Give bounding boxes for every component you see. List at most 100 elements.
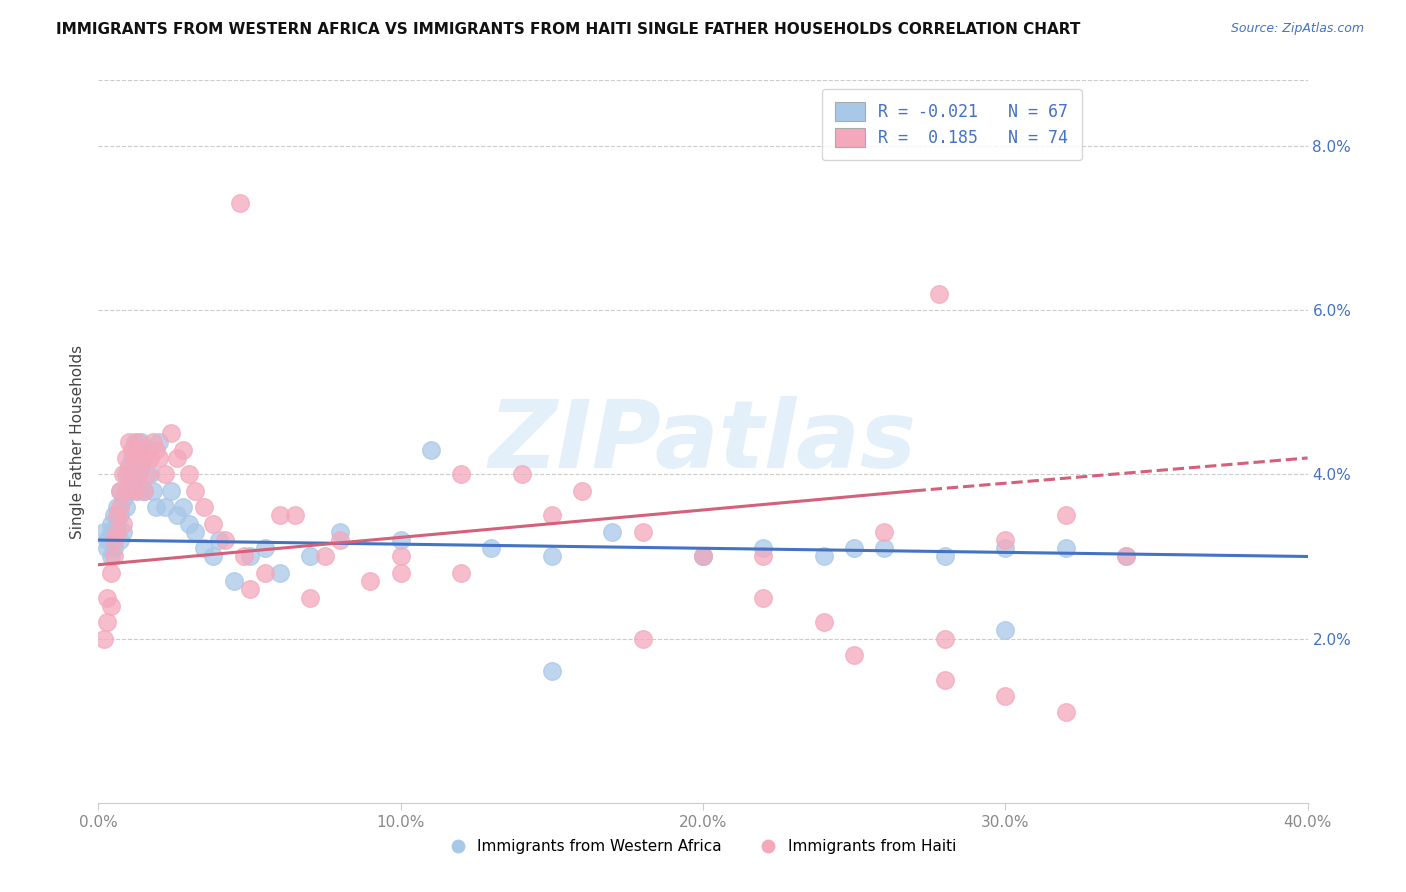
Point xyxy=(752,541,775,556)
Point xyxy=(389,566,412,580)
Point xyxy=(118,459,141,474)
Point xyxy=(96,615,118,630)
Point xyxy=(284,508,307,523)
Point xyxy=(118,483,141,498)
Point xyxy=(111,491,134,506)
Point xyxy=(314,549,336,564)
Point xyxy=(132,483,155,498)
Point xyxy=(96,533,118,547)
Point xyxy=(253,541,276,556)
Point xyxy=(253,566,276,580)
Point xyxy=(148,434,170,449)
Point xyxy=(135,442,157,457)
Point xyxy=(124,483,146,498)
Point xyxy=(229,196,252,211)
Point xyxy=(389,533,412,547)
Point xyxy=(481,541,503,556)
Point xyxy=(420,442,443,457)
Legend: Immigrants from Western Africa, Immigrants from Haiti: Immigrants from Western Africa, Immigran… xyxy=(444,833,962,860)
Point xyxy=(994,624,1017,638)
Point xyxy=(103,533,125,547)
Point xyxy=(127,434,149,449)
Point xyxy=(179,516,201,531)
Point xyxy=(813,549,835,564)
Point xyxy=(105,508,128,523)
Point xyxy=(132,450,155,465)
Point xyxy=(139,450,162,465)
Point xyxy=(184,483,207,498)
Point xyxy=(193,500,215,515)
Point xyxy=(103,549,125,564)
Point xyxy=(752,549,775,564)
Point xyxy=(208,533,231,547)
Point xyxy=(105,516,128,531)
Point xyxy=(121,450,143,465)
Point xyxy=(928,286,950,301)
Point xyxy=(129,442,152,457)
Point xyxy=(93,524,115,539)
Point xyxy=(450,467,472,482)
Point xyxy=(172,442,194,457)
Point xyxy=(145,500,167,515)
Point xyxy=(752,591,775,605)
Point xyxy=(108,483,131,498)
Point xyxy=(129,434,152,449)
Point xyxy=(1054,541,1077,556)
Point xyxy=(934,549,956,564)
Point xyxy=(124,450,146,465)
Point xyxy=(114,467,136,482)
Point xyxy=(100,599,122,613)
Point xyxy=(239,582,262,597)
Point xyxy=(160,483,183,498)
Point xyxy=(114,450,136,465)
Point xyxy=(135,467,157,482)
Point xyxy=(692,549,714,564)
Point xyxy=(329,524,352,539)
Point xyxy=(108,483,131,498)
Point xyxy=(96,591,118,605)
Point xyxy=(124,434,146,449)
Point xyxy=(571,483,593,498)
Point xyxy=(105,524,128,539)
Text: IMMIGRANTS FROM WESTERN AFRICA VS IMMIGRANTS FROM HAITI SINGLE FATHER HOUSEHOLDS: IMMIGRANTS FROM WESTERN AFRICA VS IMMIGR… xyxy=(56,22,1081,37)
Point xyxy=(100,516,122,531)
Point xyxy=(172,500,194,515)
Point xyxy=(139,467,162,482)
Text: ZIPatlas: ZIPatlas xyxy=(489,395,917,488)
Point xyxy=(994,689,1017,703)
Point xyxy=(142,434,165,449)
Point xyxy=(994,533,1017,547)
Point xyxy=(127,442,149,457)
Point xyxy=(145,442,167,457)
Point xyxy=(239,549,262,564)
Point xyxy=(193,541,215,556)
Point xyxy=(100,524,122,539)
Point xyxy=(224,574,246,588)
Point xyxy=(118,467,141,482)
Point xyxy=(114,500,136,515)
Point xyxy=(100,566,122,580)
Point xyxy=(103,508,125,523)
Point xyxy=(121,442,143,457)
Point xyxy=(269,566,291,580)
Point xyxy=(127,483,149,498)
Point xyxy=(111,524,134,539)
Point xyxy=(202,516,225,531)
Point xyxy=(118,434,141,449)
Point xyxy=(202,549,225,564)
Text: Source: ZipAtlas.com: Source: ZipAtlas.com xyxy=(1230,22,1364,36)
Point xyxy=(184,524,207,539)
Point xyxy=(100,549,122,564)
Point xyxy=(105,500,128,515)
Point xyxy=(602,524,624,539)
Point xyxy=(124,467,146,482)
Point xyxy=(1115,549,1137,564)
Point xyxy=(692,549,714,564)
Point xyxy=(329,533,352,547)
Point xyxy=(994,541,1017,556)
Point xyxy=(873,524,896,539)
Point xyxy=(269,508,291,523)
Point xyxy=(132,483,155,498)
Point xyxy=(1115,549,1137,564)
Point xyxy=(179,467,201,482)
